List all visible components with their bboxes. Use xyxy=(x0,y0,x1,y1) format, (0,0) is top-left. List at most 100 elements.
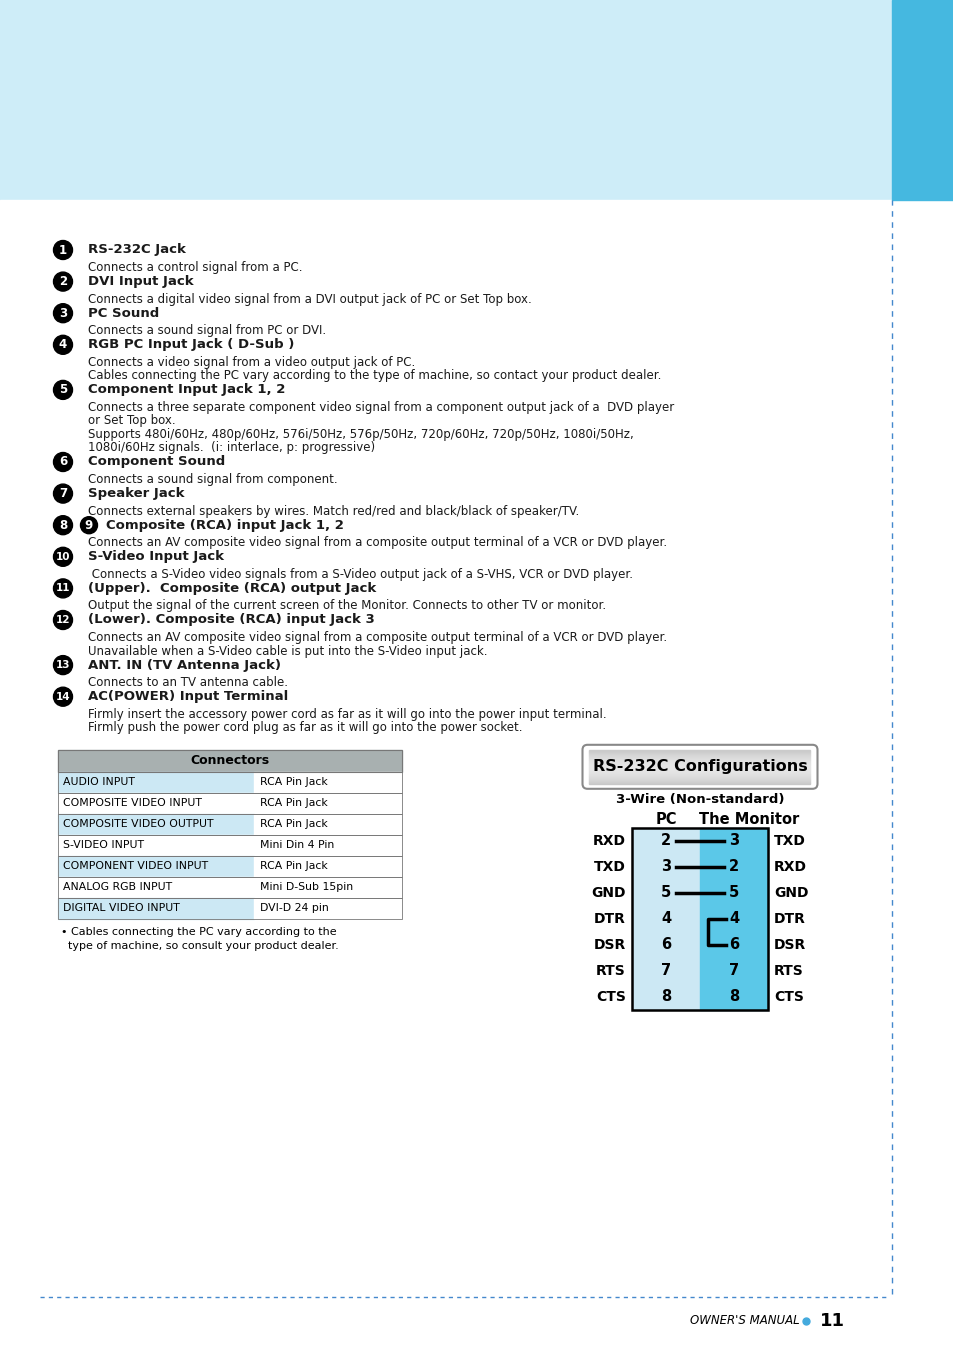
Bar xyxy=(253,855,401,877)
Text: 11: 11 xyxy=(820,1313,844,1330)
Bar xyxy=(58,835,253,855)
Bar xyxy=(700,828,767,1010)
Text: Connects an AV composite video signal from a composite output terminal of a VCR : Connects an AV composite video signal fr… xyxy=(88,537,666,549)
Text: Connects a sound signal from PC or DVI.: Connects a sound signal from PC or DVI. xyxy=(88,324,326,337)
Text: RTS: RTS xyxy=(773,963,803,978)
Text: Firmly push the power cord plug as far as it will go into the power socket.: Firmly push the power cord plug as far a… xyxy=(88,722,522,734)
Text: 6: 6 xyxy=(660,938,670,952)
Circle shape xyxy=(53,548,72,567)
Circle shape xyxy=(53,484,72,503)
Text: (Lower). Composite (RCA) input Jack 3: (Lower). Composite (RCA) input Jack 3 xyxy=(88,614,375,626)
Text: Cables connecting the PC vary according to the type of machine, so contact your : Cables connecting the PC vary according … xyxy=(88,370,660,382)
Bar xyxy=(58,898,401,919)
Bar xyxy=(631,828,700,1010)
Text: RXD: RXD xyxy=(773,859,806,874)
Text: 2: 2 xyxy=(728,859,739,874)
Text: 8: 8 xyxy=(59,519,67,532)
Text: 2: 2 xyxy=(59,275,67,289)
Text: 7: 7 xyxy=(660,963,670,978)
Bar xyxy=(58,898,253,919)
Text: CTS: CTS xyxy=(773,990,803,1004)
Text: Connects a control signal from a PC.: Connects a control signal from a PC. xyxy=(88,262,302,274)
Circle shape xyxy=(53,240,72,259)
Text: RCA Pin Jack: RCA Pin Jack xyxy=(260,777,328,788)
Text: AUDIO INPUT: AUDIO INPUT xyxy=(63,777,134,788)
Bar xyxy=(58,772,253,793)
Text: Output the signal of the current screen of the Monitor. Connects to other TV or : Output the signal of the current screen … xyxy=(88,599,605,612)
Text: 2: 2 xyxy=(660,834,670,849)
Circle shape xyxy=(80,517,97,534)
Text: PC Sound: PC Sound xyxy=(88,306,159,320)
Bar xyxy=(58,793,253,813)
Text: RCA Pin Jack: RCA Pin Jack xyxy=(260,799,328,808)
Bar xyxy=(631,828,767,1010)
Text: 5: 5 xyxy=(59,383,67,397)
Text: The Monitor: The Monitor xyxy=(699,812,799,827)
Text: Connects to an TV antenna cable.: Connects to an TV antenna cable. xyxy=(88,676,288,689)
Circle shape xyxy=(53,656,72,674)
Bar xyxy=(58,855,253,877)
Text: COMPOSITE VIDEO INPUT: COMPOSITE VIDEO INPUT xyxy=(63,799,202,808)
Bar xyxy=(253,835,401,855)
Text: Connects an AV composite video signal from a composite output terminal of a VCR : Connects an AV composite video signal fr… xyxy=(88,631,666,643)
Text: DTR: DTR xyxy=(594,912,625,925)
Text: RTS: RTS xyxy=(596,963,625,978)
Text: S-VIDEO INPUT: S-VIDEO INPUT xyxy=(63,840,144,850)
Text: • Cables connecting the PC vary according to the: • Cables connecting the PC vary accordin… xyxy=(61,927,336,936)
Text: DIGITAL VIDEO INPUT: DIGITAL VIDEO INPUT xyxy=(63,904,179,913)
Circle shape xyxy=(53,579,72,598)
Bar xyxy=(58,813,253,835)
Text: COMPONENT VIDEO INPUT: COMPONENT VIDEO INPUT xyxy=(63,861,208,871)
Text: 1080i/60Hz signals.  (i: interlace, p: progressive): 1080i/60Hz signals. (i: interlace, p: pr… xyxy=(88,441,375,455)
Text: 3: 3 xyxy=(660,859,670,874)
Text: Connects a three separate component video signal from a component output jack of: Connects a three separate component vide… xyxy=(88,401,674,414)
Text: Mini Din 4 Pin: Mini Din 4 Pin xyxy=(260,840,334,850)
Bar xyxy=(253,793,401,813)
Bar xyxy=(58,877,253,898)
Bar xyxy=(58,835,401,855)
Bar xyxy=(58,877,401,898)
Text: Connects a digital video signal from a DVI output jack of PC or Set Top box.: Connects a digital video signal from a D… xyxy=(88,293,531,306)
Text: DTR: DTR xyxy=(773,912,805,925)
Bar xyxy=(891,0,953,200)
Text: S-Video Input Jack: S-Video Input Jack xyxy=(88,550,224,564)
Text: GND: GND xyxy=(773,886,807,900)
Text: ANALOG RGB INPUT: ANALOG RGB INPUT xyxy=(63,882,172,892)
Text: 8: 8 xyxy=(728,989,739,1004)
Circle shape xyxy=(53,611,72,630)
Text: 7: 7 xyxy=(728,963,739,978)
Bar xyxy=(253,813,401,835)
Text: ANT. IN (TV Antenna Jack): ANT. IN (TV Antenna Jack) xyxy=(88,658,281,672)
Text: 1: 1 xyxy=(59,244,67,256)
Bar xyxy=(0,200,953,1349)
Bar xyxy=(58,813,401,835)
Text: 7: 7 xyxy=(59,487,67,500)
Bar xyxy=(253,898,401,919)
Text: 10: 10 xyxy=(55,552,71,561)
Text: DSR: DSR xyxy=(593,938,625,952)
Circle shape xyxy=(53,687,72,706)
Text: TXD: TXD xyxy=(594,859,625,874)
Text: Component Input Jack 1, 2: Component Input Jack 1, 2 xyxy=(88,383,285,397)
Text: RGB PC Input Jack ( D-Sub ): RGB PC Input Jack ( D-Sub ) xyxy=(88,339,294,351)
Text: TXD: TXD xyxy=(773,834,805,847)
Text: 8: 8 xyxy=(660,989,670,1004)
Circle shape xyxy=(53,380,72,399)
Text: Speaker Jack: Speaker Jack xyxy=(88,487,184,500)
Text: 6: 6 xyxy=(728,938,739,952)
Text: Connectors: Connectors xyxy=(191,754,270,768)
Bar xyxy=(0,0,953,200)
Circle shape xyxy=(53,452,72,472)
Text: Composite (RCA) input Jack 1, 2: Composite (RCA) input Jack 1, 2 xyxy=(106,519,343,532)
Text: Mini D-Sub 15pin: Mini D-Sub 15pin xyxy=(260,882,353,892)
Text: or Set Top box.: or Set Top box. xyxy=(88,414,175,428)
Text: DVI Input Jack: DVI Input Jack xyxy=(88,275,193,289)
Text: (Upper).  Composite (RCA) output Jack: (Upper). Composite (RCA) output Jack xyxy=(88,581,375,595)
Text: 11: 11 xyxy=(55,583,71,594)
Text: 13: 13 xyxy=(55,660,71,670)
Text: 6: 6 xyxy=(59,456,67,468)
Bar xyxy=(58,855,401,877)
Text: 14: 14 xyxy=(55,692,71,701)
Text: DVI-D 24 pin: DVI-D 24 pin xyxy=(260,904,329,913)
Text: 4: 4 xyxy=(59,339,67,351)
